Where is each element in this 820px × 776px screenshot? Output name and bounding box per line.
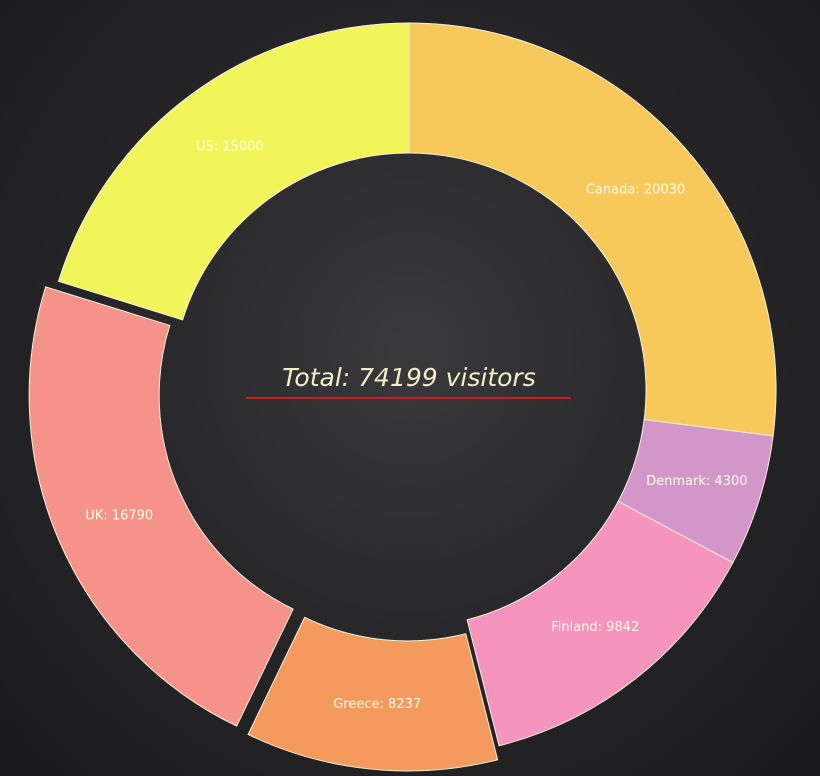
slices-group xyxy=(28,22,777,772)
slice-label-greece: Greece: 8237 xyxy=(333,697,421,712)
slice-canada[interactable] xyxy=(408,22,777,437)
slice-us[interactable] xyxy=(57,22,410,321)
slice-label-us: US: 15000 xyxy=(196,139,264,154)
slice-greece[interactable] xyxy=(247,616,499,772)
slice-label-uk: UK: 16790 xyxy=(85,509,153,524)
slice-finland[interactable] xyxy=(466,500,734,747)
slice-label-canada: Canada: 20030 xyxy=(586,183,685,198)
slice-uk[interactable] xyxy=(28,286,294,727)
slice-label-denmark: Denmark: 4300 xyxy=(646,474,747,489)
labels-group: Canada: 20030 Denmark: 4300 Finland: 9842 G… xyxy=(85,139,747,712)
total-label: Total: 74199 visitors xyxy=(282,363,536,392)
slice-label-finland: Finland: 9842 xyxy=(551,620,639,635)
